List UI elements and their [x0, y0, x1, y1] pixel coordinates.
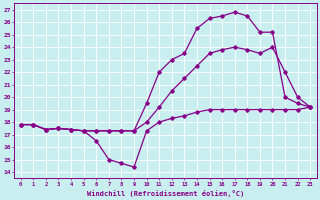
X-axis label: Windchill (Refroidissement éolien,°C): Windchill (Refroidissement éolien,°C)	[87, 190, 244, 197]
